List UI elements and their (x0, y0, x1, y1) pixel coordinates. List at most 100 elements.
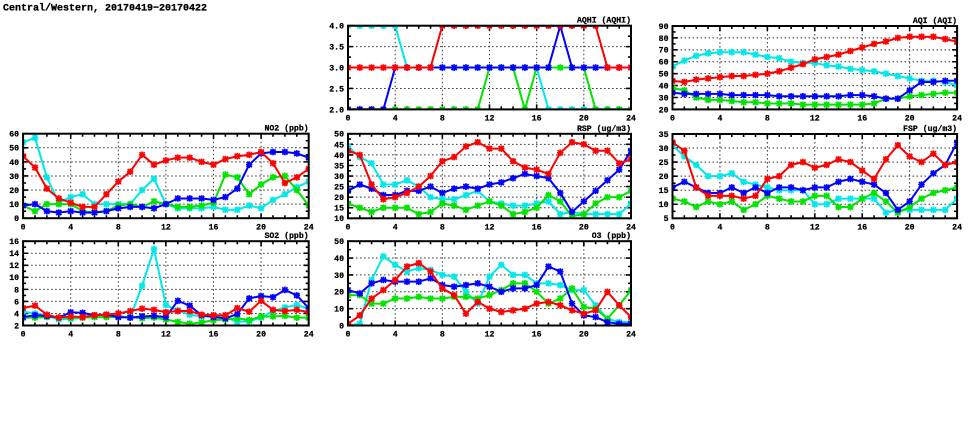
svg-text:10: 10 (334, 306, 344, 315)
svg-text:16: 16 (532, 115, 542, 124)
svg-text:0: 0 (670, 224, 675, 233)
svg-text:24: 24 (952, 224, 962, 233)
svg-text:20: 20 (334, 289, 344, 298)
svg-text:8: 8 (116, 223, 121, 232)
svg-text:4: 4 (717, 224, 722, 233)
svg-text:2.0: 2.0 (329, 106, 344, 115)
svg-text:0: 0 (346, 115, 351, 124)
svg-text:16: 16 (532, 224, 542, 233)
svg-text:35: 35 (334, 162, 344, 171)
svg-text:20: 20 (659, 173, 669, 182)
svg-text:15: 15 (659, 187, 669, 196)
svg-text:4: 4 (68, 331, 73, 340)
svg-text:50: 50 (334, 238, 344, 247)
svg-text:0: 0 (21, 331, 26, 340)
svg-text:3.0: 3.0 (329, 64, 344, 73)
svg-text:5: 5 (664, 215, 669, 224)
svg-text:20: 20 (579, 115, 589, 124)
svg-text:24: 24 (626, 224, 636, 233)
svg-text:10: 10 (334, 215, 344, 224)
svg-text:20: 20 (334, 194, 344, 203)
svg-text:4: 4 (717, 115, 722, 124)
svg-text:16: 16 (209, 331, 219, 340)
svg-text:10: 10 (659, 201, 669, 210)
svg-text:60: 60 (659, 59, 669, 68)
svg-text:8: 8 (440, 224, 445, 233)
svg-text:3.5: 3.5 (329, 44, 344, 53)
svg-text:0: 0 (670, 115, 675, 124)
svg-text:25: 25 (334, 184, 344, 193)
svg-text:SO2 (ppb): SO2 (ppb) (264, 231, 308, 241)
svg-text:4: 4 (393, 331, 398, 340)
svg-text:60: 60 (9, 131, 19, 140)
svg-text:70: 70 (659, 47, 669, 56)
svg-text:4: 4 (393, 115, 398, 124)
svg-text:25: 25 (659, 159, 669, 168)
svg-text:80: 80 (659, 35, 669, 44)
svg-text:16: 16 (209, 223, 219, 232)
svg-text:20: 20 (9, 187, 19, 196)
svg-text:24: 24 (304, 223, 314, 232)
svg-text:24: 24 (952, 115, 962, 124)
svg-text:50: 50 (334, 131, 344, 140)
svg-text:0: 0 (339, 322, 344, 331)
svg-text:12: 12 (161, 223, 171, 232)
svg-text:24: 24 (626, 115, 636, 124)
svg-text:4: 4 (68, 223, 73, 232)
svg-text:50: 50 (9, 145, 19, 154)
svg-text:12: 12 (161, 331, 171, 340)
svg-text:Central/Western, 20170419−2017: Central/Western, 20170419−20170422 (3, 3, 207, 15)
svg-text:90: 90 (659, 23, 669, 32)
svg-text:40: 40 (9, 159, 19, 168)
svg-text:30: 30 (659, 94, 669, 103)
svg-text:12: 12 (485, 115, 495, 124)
svg-text:6: 6 (14, 298, 19, 307)
svg-text:40: 40 (334, 152, 344, 161)
svg-text:45: 45 (334, 141, 344, 150)
svg-text:8: 8 (116, 331, 121, 340)
svg-text:35: 35 (659, 131, 669, 140)
svg-text:20: 20 (256, 331, 266, 340)
svg-text:16: 16 (857, 224, 867, 233)
svg-text:40: 40 (659, 82, 669, 91)
svg-text:50: 50 (659, 71, 669, 80)
svg-text:2.5: 2.5 (329, 85, 344, 94)
svg-text:AQHI (AQHI): AQHI (AQHI) (577, 16, 631, 26)
svg-text:20: 20 (579, 224, 589, 233)
svg-text:15: 15 (334, 205, 344, 214)
svg-text:30: 30 (659, 145, 669, 154)
svg-text:4.0: 4.0 (329, 23, 344, 32)
svg-text:20: 20 (659, 106, 669, 115)
svg-text:16: 16 (9, 238, 19, 247)
svg-text:0: 0 (14, 215, 19, 224)
svg-text:10: 10 (9, 274, 19, 283)
svg-text:10: 10 (9, 201, 19, 210)
svg-text:0: 0 (21, 223, 26, 232)
svg-text:2: 2 (14, 322, 19, 331)
svg-text:30: 30 (334, 272, 344, 281)
svg-text:0: 0 (346, 224, 351, 233)
svg-text:AQI (AQI): AQI (AQI) (913, 16, 957, 26)
svg-text:FSP (ug/m3): FSP (ug/m3) (903, 124, 957, 134)
svg-text:30: 30 (9, 173, 19, 182)
svg-text:12: 12 (810, 224, 820, 233)
svg-text:20: 20 (905, 224, 915, 233)
svg-text:20: 20 (579, 331, 589, 340)
svg-text:8: 8 (765, 115, 770, 124)
svg-text:14: 14 (9, 250, 19, 259)
svg-text:8: 8 (14, 286, 19, 295)
svg-text:20: 20 (256, 223, 266, 232)
svg-text:12: 12 (485, 331, 495, 340)
svg-text:4: 4 (14, 310, 19, 319)
svg-text:12: 12 (9, 262, 19, 271)
svg-text:30: 30 (334, 173, 344, 182)
svg-text:16: 16 (857, 115, 867, 124)
svg-text:40: 40 (334, 255, 344, 264)
svg-text:RSP (ug/m3): RSP (ug/m3) (577, 124, 631, 134)
svg-text:8: 8 (440, 115, 445, 124)
svg-text:20: 20 (905, 115, 915, 124)
svg-text:8: 8 (440, 331, 445, 340)
svg-text:24: 24 (304, 331, 314, 340)
svg-text:16: 16 (532, 331, 542, 340)
svg-text:24: 24 (626, 331, 636, 340)
